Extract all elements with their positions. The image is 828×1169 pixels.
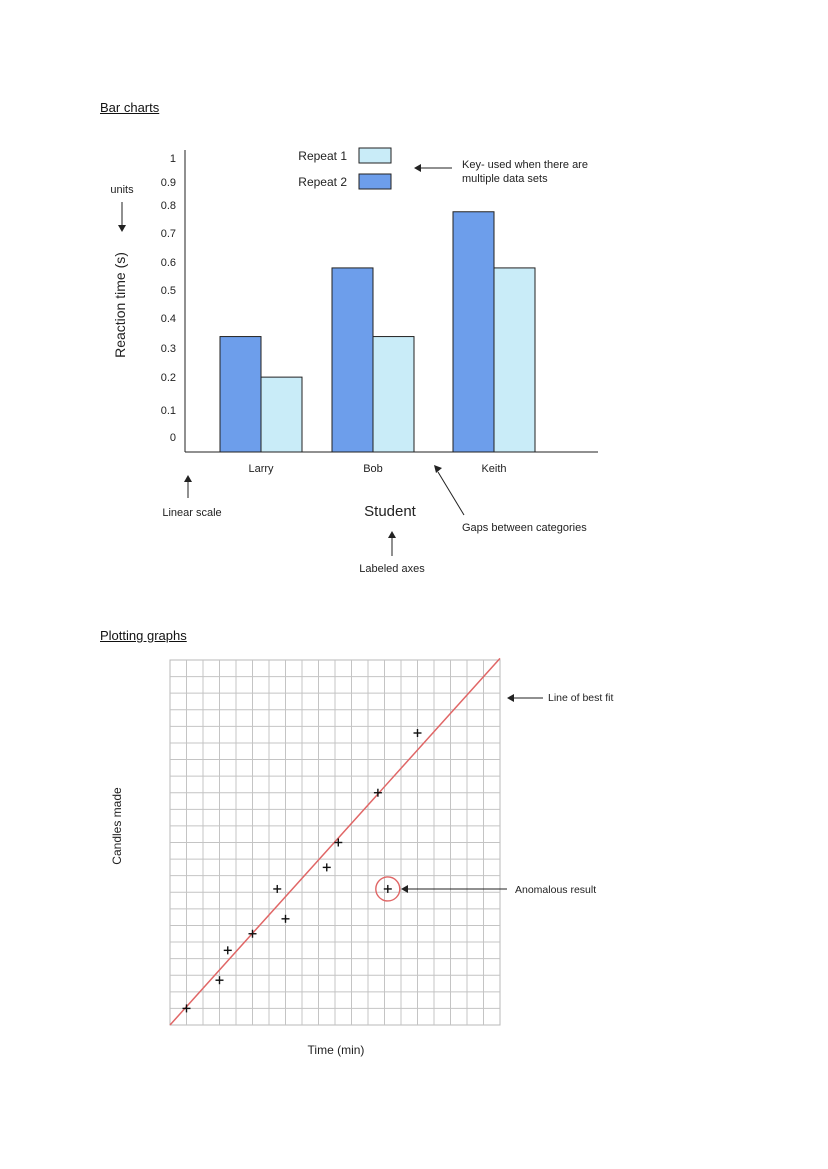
data-point	[334, 838, 343, 847]
key-arrow-head	[414, 164, 421, 172]
y-tick-label: 0.3	[161, 343, 176, 355]
x-tick-label: Bob	[363, 463, 383, 475]
x-tick-label: Larry	[248, 463, 274, 475]
data-point	[215, 976, 224, 985]
best-fit-annotation: Line of best fit	[548, 692, 613, 704]
data-point	[248, 929, 257, 938]
y-tick-label: 0.8	[161, 200, 176, 212]
key-annotation-line2: multiple data sets	[462, 173, 548, 185]
y-tick-label: 0.2	[161, 372, 176, 384]
gaps-annotation: Gaps between categories	[462, 522, 587, 534]
y-tick-label: 0	[170, 432, 176, 444]
bar-larry-repeat-1	[260, 376, 303, 453]
anomaly-arrow-head	[401, 884, 408, 893]
best-fit-arrow-head	[507, 694, 514, 702]
data-point	[223, 946, 232, 955]
units-arrow-head	[118, 225, 126, 232]
x-axis-label: Student	[364, 503, 417, 520]
legend-label: Repeat 2	[298, 175, 347, 189]
bar-chart: 0 0.1 0.2 0.3 0.4 0.5 0.6 0.7 0.8 0.9 1 Reaction ti…	[110, 147, 598, 575]
legend-swatch	[358, 147, 392, 164]
y-axis-label: Candles made	[110, 787, 124, 865]
anomalous-point	[383, 884, 392, 893]
y-tick-label: 1	[170, 153, 176, 165]
data-point	[373, 788, 382, 797]
data-point	[273, 884, 282, 893]
y-tick-label: 0.5	[161, 285, 176, 297]
y-axis-label: Reaction time (s)	[112, 252, 128, 358]
bar-keith-repeat-2	[452, 211, 495, 453]
data-point	[182, 1004, 191, 1013]
x-axis-label: Time (min)	[308, 1043, 365, 1057]
y-tick-label: 0.4	[161, 313, 176, 325]
anomalous-circle	[375, 876, 401, 902]
bar-bob-repeat-1	[372, 336, 415, 453]
bar-larry-repeat-2	[219, 336, 262, 453]
x-tick-label: Keith	[481, 463, 506, 475]
y-tick-label: 0.6	[161, 257, 176, 269]
y-tick-label: 0.7	[161, 228, 176, 240]
linear-scale-annotation: Linear scale	[162, 507, 221, 519]
labeled-axes-arrow-head	[388, 531, 396, 538]
plotting-graphs-heading: Plotting graphs	[100, 628, 187, 643]
plot-area	[169, 659, 501, 1026]
legend-label: Repeat 1	[298, 149, 347, 163]
gaps-arrow-line	[437, 471, 465, 516]
labeled-axes-annotation: Labeled axes	[359, 563, 425, 575]
key-annotation-line1: Key- used when there are	[462, 159, 588, 171]
legend-swatch	[358, 173, 392, 190]
bar-keith-repeat-1	[493, 267, 536, 453]
line-of-best-fit	[169, 657, 501, 1026]
bar-charts-heading: Bar charts	[100, 100, 160, 115]
units-annotation: units	[110, 184, 134, 196]
gaps-arrow-head	[434, 465, 442, 473]
y-tick-label: 0.1	[161, 405, 176, 417]
data-point	[322, 863, 331, 872]
bar-bob-repeat-2	[331, 267, 374, 453]
data-point	[281, 914, 290, 923]
data-point	[413, 729, 422, 737]
anomaly-annotation: Anomalous result	[515, 884, 596, 896]
linear-scale-arrow-head	[184, 475, 192, 482]
y-tick-label: 0.9	[161, 177, 176, 189]
